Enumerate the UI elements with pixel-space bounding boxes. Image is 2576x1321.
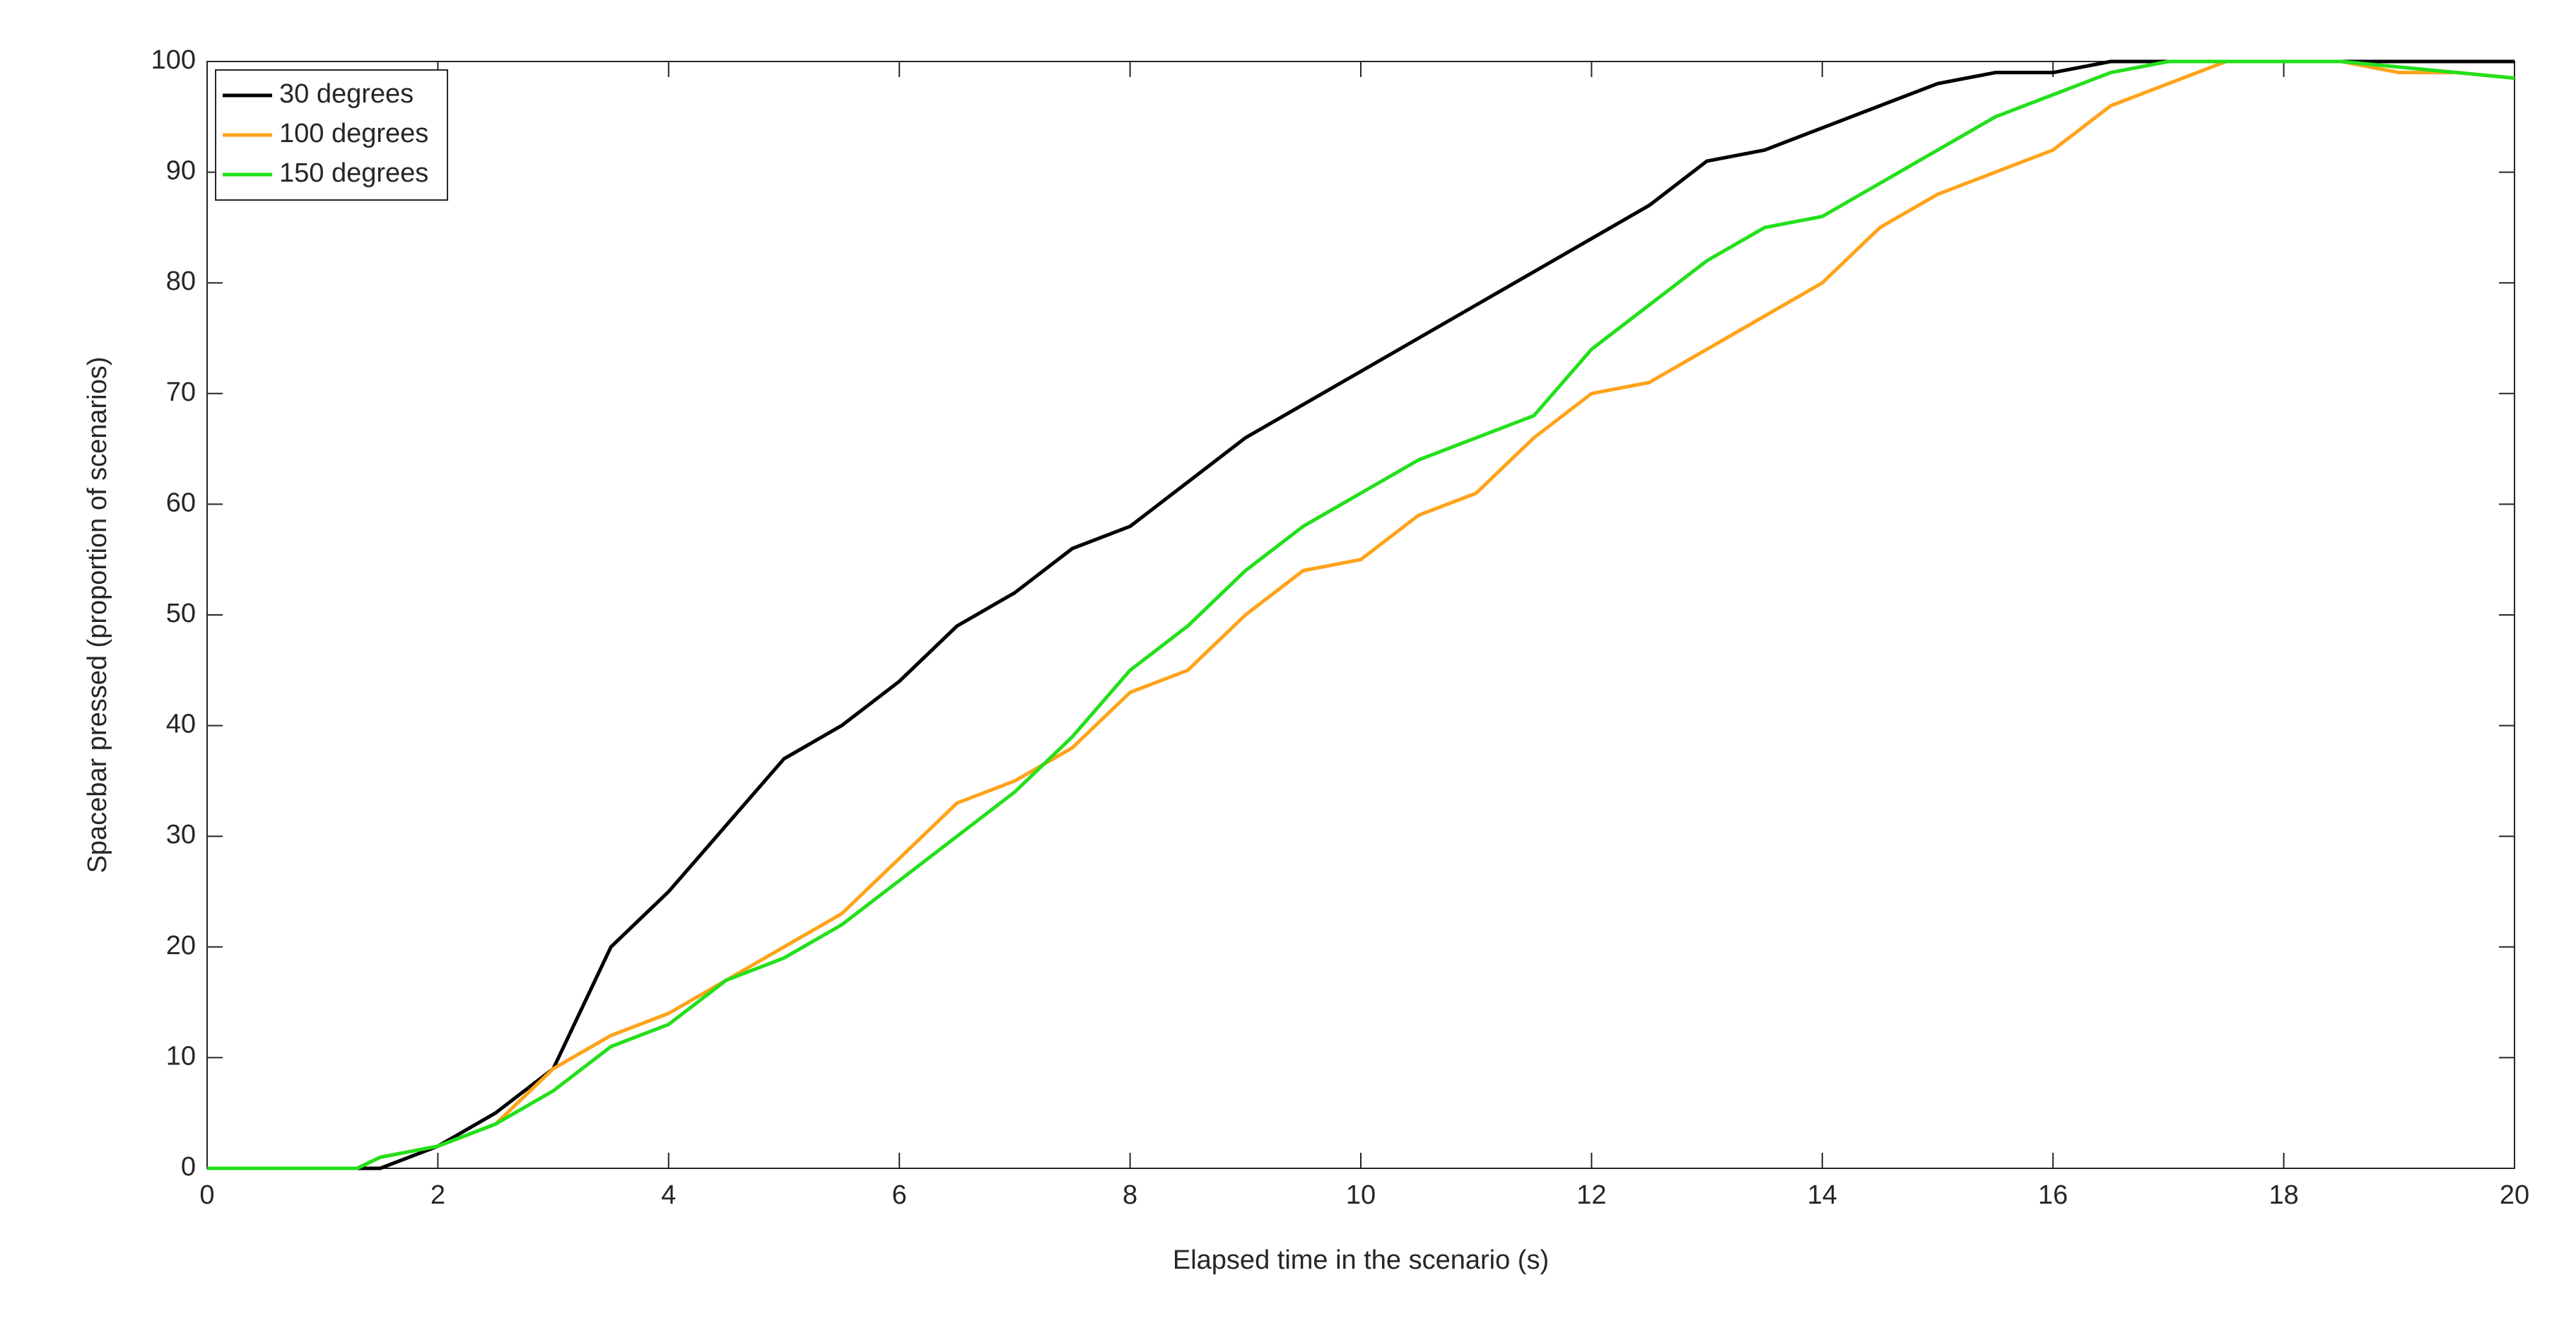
x-tick-label: 6 xyxy=(892,1180,907,1210)
x-tick-label: 0 xyxy=(199,1180,214,1210)
legend-label: 150 degrees xyxy=(279,158,428,188)
data-line xyxy=(207,59,2514,1170)
y-tick-label: 30 xyxy=(166,820,196,850)
legend-label: 30 degrees xyxy=(279,79,414,109)
y-tick-label: 60 xyxy=(166,488,196,517)
x-tick-label: 8 xyxy=(1123,1180,1137,1210)
x-tick-label: 18 xyxy=(2268,1180,2298,1210)
x-tick-label: 16 xyxy=(2038,1180,2068,1210)
x-tick-label: 10 xyxy=(1346,1180,1376,1210)
y-tick-label: 40 xyxy=(166,710,196,739)
x-tick-label: 14 xyxy=(1808,1180,1837,1210)
x-tick-label: 20 xyxy=(2500,1180,2529,1210)
y-tick-label: 50 xyxy=(166,599,196,628)
data-line xyxy=(207,59,2515,1170)
x-tick-label: 4 xyxy=(661,1180,676,1210)
x-tick-label: 2 xyxy=(431,1180,445,1210)
x-axis-label: Elapsed time in the scenario (s) xyxy=(1173,1245,1549,1275)
y-tick-label: 20 xyxy=(166,931,196,961)
y-tick-label: 0 xyxy=(181,1152,196,1182)
y-axis-label: Spacebar pressed (proportion of scenario… xyxy=(83,357,112,874)
legend-label: 100 degrees xyxy=(279,119,428,148)
y-tick-label: 90 xyxy=(166,156,196,186)
data-line xyxy=(207,59,2515,1170)
y-tick-label: 70 xyxy=(166,377,196,407)
y-tick-label: 100 xyxy=(151,45,196,75)
x-tick-label: 12 xyxy=(1576,1180,1606,1210)
y-tick-label: 80 xyxy=(166,266,196,296)
y-tick-label: 10 xyxy=(166,1041,196,1071)
